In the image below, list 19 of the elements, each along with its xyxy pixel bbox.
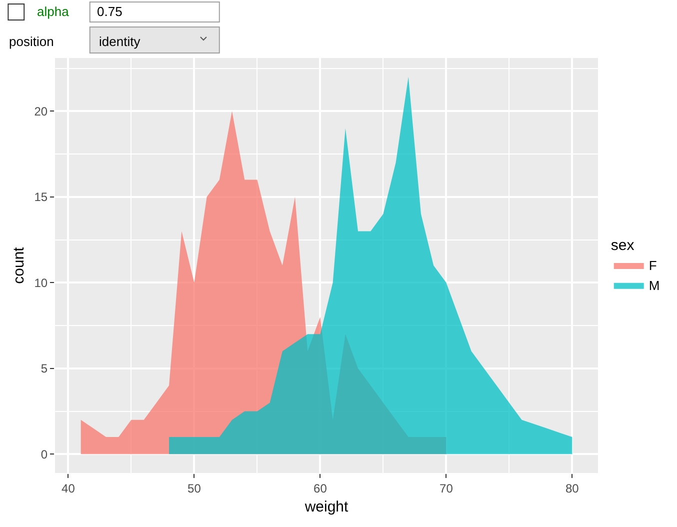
x-axis-title: weight [304, 498, 350, 516]
text: position [9, 34, 54, 49]
y-axis-title: count [10, 246, 28, 284]
text: 0.75 [97, 4, 122, 19]
y-tick-label: 5 [40, 362, 48, 376]
x-tick-label: 70 [440, 481, 454, 496]
x-tick-label: 50 [188, 481, 202, 496]
legend-label: F [648, 258, 657, 274]
y-tick-label: 20 [34, 104, 48, 118]
text: identity [99, 34, 141, 49]
x-tick-label: 60 [314, 481, 328, 496]
x-tick-label: 80 [565, 481, 580, 496]
y-tick-label: 10 [34, 276, 48, 290]
text: alpha [37, 4, 70, 19]
y-tick-label: 15 [34, 190, 48, 204]
legend-title: sex [610, 237, 635, 254]
legend-label: M [648, 278, 660, 293]
y-tick-label: 0 [40, 447, 48, 462]
x-tick-label: 40 [62, 481, 76, 496]
